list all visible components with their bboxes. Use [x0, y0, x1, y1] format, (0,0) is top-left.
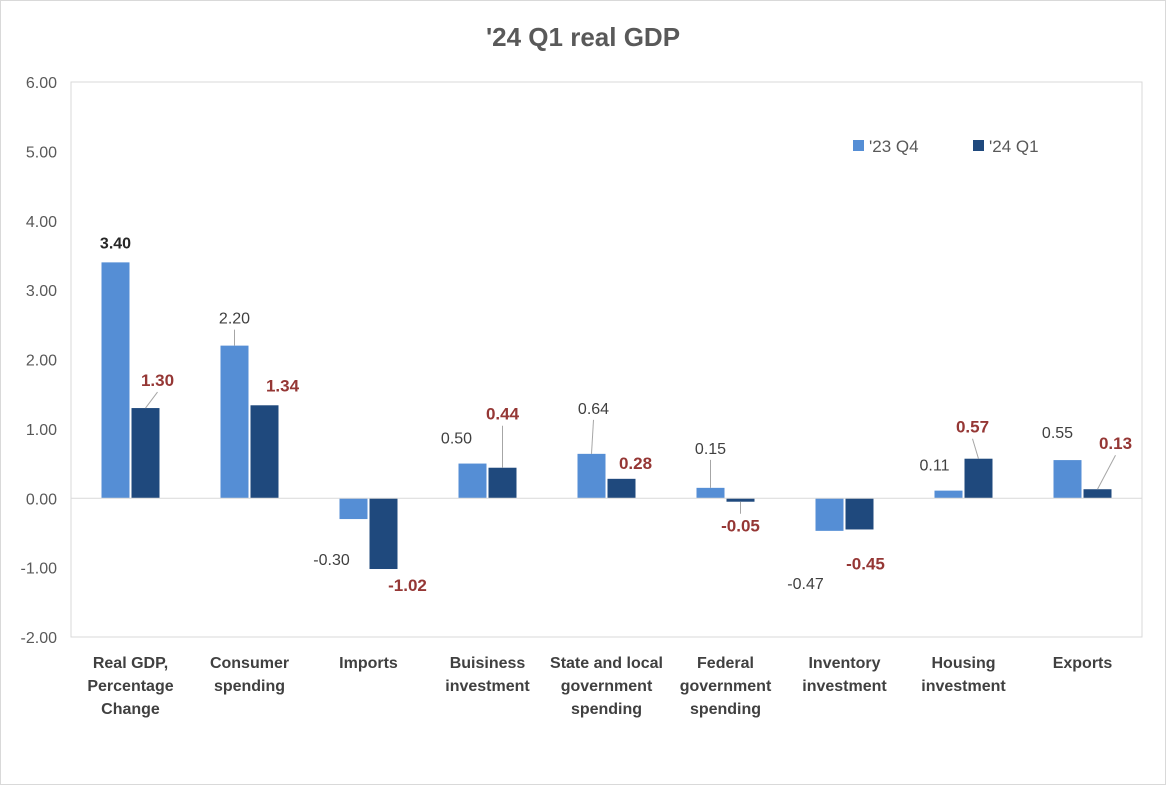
category-label: Imports [339, 655, 398, 672]
category-label: government [680, 678, 772, 695]
y-tick-label: 0.00 [26, 491, 57, 508]
data-label-23q4: 0.15 [695, 441, 726, 458]
data-label-23q4: 0.50 [441, 431, 472, 448]
data-label-23q4: 0.64 [578, 401, 609, 418]
data-label-24q1: -0.05 [721, 517, 760, 536]
legend-label: '23 Q4 [869, 137, 919, 156]
category-label: Consumer [210, 655, 289, 672]
y-tick-label: 2.00 [26, 353, 57, 370]
y-tick-label: 3.00 [26, 283, 57, 300]
bar-24q1 [369, 498, 398, 570]
data-label-23q4: 2.20 [219, 311, 250, 328]
data-label-24q1: 0.57 [956, 418, 989, 437]
bar-23q4 [101, 262, 130, 499]
bar-23q4 [577, 453, 606, 499]
label-leader-line [591, 419, 594, 454]
label-leader-line [145, 391, 158, 409]
category-label: Change [101, 701, 160, 718]
bar-24q1 [726, 498, 755, 502]
bar-24q1 [250, 405, 279, 499]
bar-23q4 [220, 345, 249, 499]
data-label-24q1: 0.44 [486, 405, 520, 424]
category-label: spending [571, 701, 642, 718]
data-label-24q1: -1.02 [388, 576, 427, 595]
category-label: Inventory [808, 655, 880, 672]
legend-label: '24 Q1 [989, 137, 1039, 156]
y-tick-label: -2.00 [21, 630, 58, 647]
category-label: Real GDP, [93, 655, 168, 672]
bar-24q1 [131, 408, 160, 499]
data-label-24q1: 0.13 [1099, 434, 1132, 453]
bar-23q4 [1053, 460, 1082, 499]
y-tick-label: 1.00 [26, 422, 57, 439]
bar-23q4 [458, 463, 487, 499]
category-label: spending [214, 678, 285, 695]
category-label: Federal [697, 655, 754, 672]
category-label: Exports [1053, 655, 1113, 672]
bar-23q4 [339, 498, 368, 520]
label-leader-line [972, 438, 979, 459]
category-label: Buisiness [450, 655, 526, 672]
legend-swatch [973, 140, 984, 151]
category-label: investment [445, 678, 530, 695]
data-label-23q4: -0.30 [313, 552, 350, 569]
bar-24q1 [964, 458, 993, 499]
data-label-23q4: 3.40 [100, 235, 131, 252]
bar-24q1 [607, 478, 636, 499]
data-label-24q1: 1.34 [266, 376, 300, 395]
category-label: spending [690, 701, 761, 718]
data-label-24q1: 0.28 [619, 454, 652, 473]
category-label: investment [921, 678, 1006, 695]
label-leader-line [1097, 454, 1116, 490]
category-label: investment [802, 678, 887, 695]
bar-23q4 [934, 490, 963, 499]
y-tick-label: 5.00 [26, 144, 57, 161]
bar-24q1 [845, 498, 874, 530]
category-label: Percentage [87, 678, 173, 695]
legend-swatch [853, 140, 864, 151]
y-tick-label: -1.00 [21, 561, 58, 578]
y-tick-label: 4.00 [26, 214, 57, 231]
data-label-23q4: -0.47 [787, 576, 824, 593]
bar-24q1 [1083, 489, 1112, 499]
chart-title: '24 Q1 real GDP [485, 22, 681, 52]
data-label-23q4: 0.11 [920, 458, 950, 475]
category-label: State and local [550, 655, 663, 672]
data-label-24q1: 1.30 [141, 371, 174, 390]
plot-area [70, 81, 1143, 638]
bar-23q4 [696, 487, 725, 499]
category-label: government [561, 678, 653, 695]
bar-23q4 [815, 498, 844, 531]
bar-24q1 [488, 467, 517, 499]
y-tick-label: 6.00 [26, 75, 57, 92]
data-label-24q1: -0.45 [846, 554, 885, 573]
data-label-23q4: 0.55 [1042, 425, 1073, 442]
category-label: Housing [932, 655, 996, 672]
